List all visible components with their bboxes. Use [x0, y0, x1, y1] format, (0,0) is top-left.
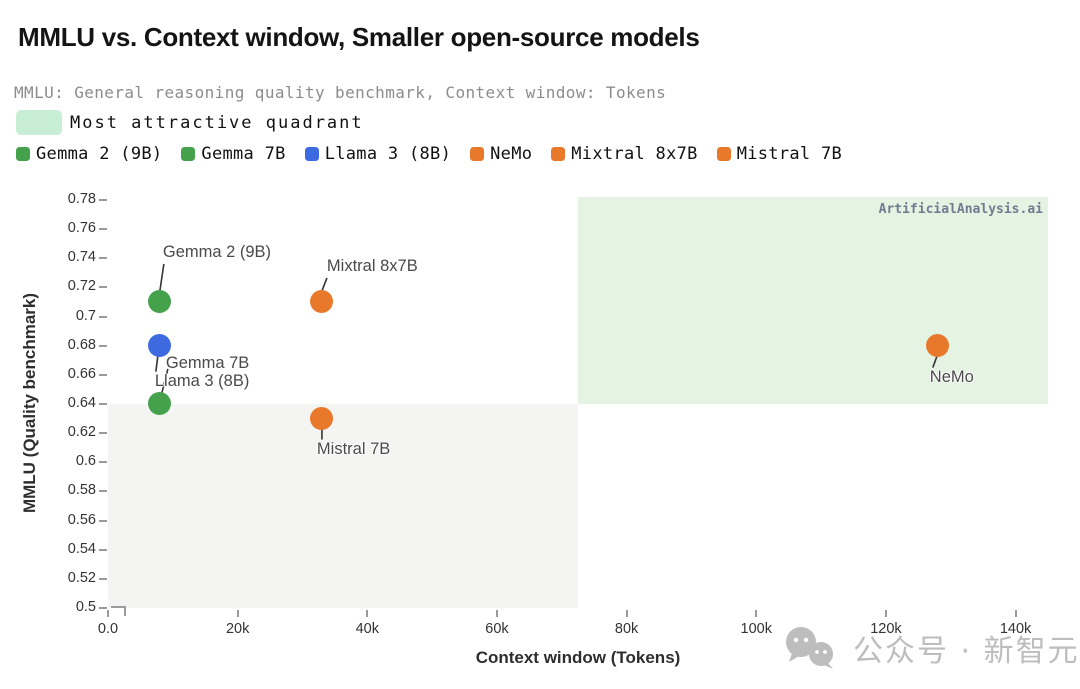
quadrant-legend-label: Most attractive quadrant — [70, 112, 364, 133]
x-axis-title: Context window (Tokens) — [475, 648, 681, 667]
legend-item-label: Llama 3 (8B) — [324, 144, 452, 164]
legend-item-label: NeMo — [490, 144, 533, 164]
y-tick-mark — [99, 461, 107, 464]
y-tick-label: 0.76 — [67, 220, 96, 237]
point-label-nemo: NeMo — [929, 367, 974, 386]
legend-item-label: Mistral 7B — [736, 144, 843, 164]
x-tick-label: 40k — [355, 621, 379, 637]
x-tick-label: 100k — [740, 621, 772, 637]
y-tick-mark — [99, 519, 107, 522]
y-tick-mark — [99, 402, 107, 405]
y-tick-label: 0.5 — [75, 599, 96, 615]
legend-swatch-llama-3-8b — [304, 147, 319, 161]
point-label-gemma-7b: Gemma 7B — [165, 353, 250, 372]
point-label-mixtral-8x7b: Mixtral 8x7B — [326, 256, 418, 275]
y-tick-mark — [99, 577, 107, 580]
y-tick-label: 0.68 — [67, 336, 96, 353]
y-tick-mark — [99, 373, 107, 376]
series-legend: Gemma 2 (9B) Gemma 7B Llama 3 (8B) NeMo Mixt… — [16, 144, 842, 164]
x-tick-label: 20k — [225, 621, 250, 637]
data-point-mistral-7b[interactable] — [310, 407, 334, 431]
data-point-mixtral-8x7b[interactable] — [310, 290, 334, 314]
legend-item-label: Gemma 2 (9B) — [36, 144, 163, 164]
y-tick-mark — [99, 607, 107, 609]
x-tick-mark — [625, 610, 628, 617]
legend-swatch-mixtral-8x7b — [551, 147, 566, 161]
legend-swatch-mistral-7b — [716, 147, 731, 161]
legend-item-llama-3-8b[interactable]: Llama 3 (8B) — [304, 144, 452, 164]
y-tick-mark — [99, 198, 107, 201]
x-tick-label: 140k — [999, 621, 1032, 637]
axis-origin-corner — [124, 606, 126, 616]
legend-item-label: Gemma 7B — [201, 144, 286, 164]
y-tick-label: 0.7 — [75, 307, 96, 324]
leader-line-mixtral-8x7b — [321, 277, 328, 292]
y-tick-mark — [99, 490, 107, 493]
lower-left-quadrant-region — [108, 403, 578, 608]
artificialanalysis-watermark: ArtificialAnalysis.ai — [878, 202, 1043, 217]
attractive-quadrant-region — [578, 197, 1048, 404]
axis-origin-corner — [111, 606, 126, 608]
y-tick-label: 0.6 — [75, 453, 96, 470]
legend-swatch-gemma-7b — [181, 147, 196, 161]
x-tick-label: 120k — [870, 621, 902, 637]
chart-subtitle: MMLU: General reasoning quality benchmar… — [14, 83, 667, 102]
y-tick-label: 0.58 — [67, 482, 96, 499]
quadrant-legend-swatch — [16, 110, 62, 135]
y-tick-label: 0.78 — [67, 190, 96, 207]
point-label-mistral-7b: Mistral 7B — [316, 439, 391, 458]
wechat-icon — [786, 627, 833, 669]
x-tick-label: 80k — [614, 621, 639, 637]
y-tick-label: 0.56 — [67, 511, 96, 528]
point-label-llama-3-8b: Llama 3 (8B) — [154, 371, 250, 390]
legend-swatch-gemma-2-9b — [16, 147, 30, 161]
y-tick-mark — [99, 315, 107, 318]
x-tick-mark — [107, 610, 109, 617]
legend-item-gemma-7b[interactable]: Gemma 7B — [181, 144, 285, 164]
legend-item-mistral-7b[interactable]: Mistral 7B — [716, 144, 843, 164]
wechat-watermark-text: 公众号 · 新智元 — [853, 634, 1080, 669]
legend-item-mixtral-8x7b[interactable]: Mixtral 8x7B — [551, 144, 697, 164]
leader-line-llama-3-8b — [155, 355, 159, 372]
x-tick-mark — [755, 610, 758, 617]
data-point-nemo[interactable] — [926, 334, 950, 358]
y-tick-label: 0.52 — [67, 569, 96, 586]
data-point-llama-3-8b[interactable] — [148, 334, 172, 358]
legend-item-label: Mixtral 8x7B — [571, 144, 698, 164]
x-tick-mark — [236, 610, 239, 617]
legend-item-nemo[interactable]: NeMo — [470, 144, 532, 164]
x-tick-mark — [884, 610, 887, 617]
y-tick-label: 0.72 — [67, 278, 96, 295]
leader-line-gemma-2-9b — [159, 263, 165, 292]
data-point-gemma-2-9b[interactable] — [148, 290, 172, 314]
y-tick-mark — [99, 432, 107, 435]
chart-title: MMLU vs. Context window, Smaller open-so… — [18, 22, 700, 52]
x-tick-mark — [495, 610, 498, 617]
quadrant-legend: Most attractive quadrant — [16, 110, 364, 135]
legend-item-gemma-2-9b[interactable]: Gemma 2 (9B) — [16, 144, 162, 164]
y-tick-label: 0.66 — [67, 365, 96, 382]
wechat-watermark: 公众号 · 新智元 — [783, 626, 1080, 670]
legend-swatch-nemo — [470, 147, 485, 161]
y-tick-label: 0.74 — [67, 249, 96, 266]
y-tick-label: 0.62 — [67, 424, 96, 441]
x-tick-label: 60k — [485, 621, 509, 637]
y-tick-mark — [99, 257, 107, 260]
y-tick-label: 0.54 — [67, 540, 96, 557]
x-tick-label: 0.0 — [97, 621, 119, 637]
y-tick-mark — [99, 228, 107, 231]
y-tick-label: 0.64 — [67, 394, 96, 411]
data-point-gemma-7b[interactable] — [148, 392, 172, 416]
x-tick-mark — [366, 610, 369, 617]
y-tick-mark — [99, 344, 107, 347]
x-tick-mark — [1014, 610, 1017, 617]
y-tick-mark — [99, 286, 107, 289]
y-tick-mark — [99, 548, 107, 551]
point-label-gemma-2-9b: Gemma 2 (9B) — [162, 242, 272, 261]
